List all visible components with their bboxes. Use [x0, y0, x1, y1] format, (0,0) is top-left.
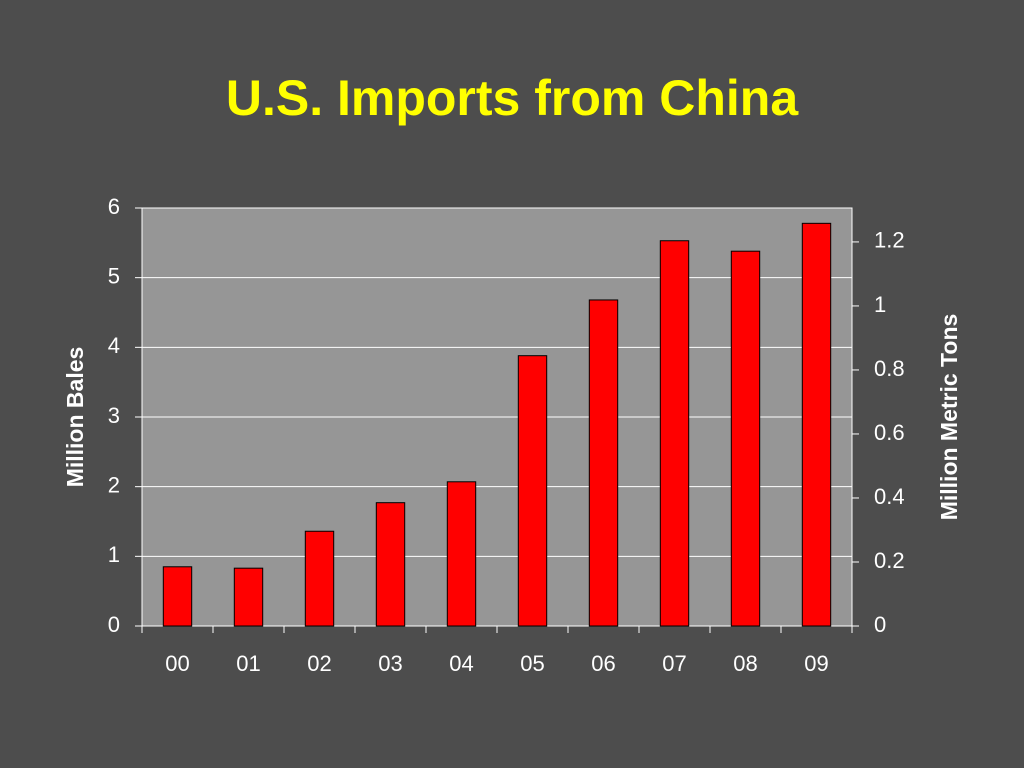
x-tick-label: 03 [378, 651, 402, 676]
bar [162, 566, 193, 627]
y-tick-label: 2 [108, 472, 120, 497]
x-tick-label: 06 [591, 651, 615, 676]
bar [233, 567, 264, 627]
bar [588, 299, 619, 627]
y-tick-label: 6 [108, 194, 120, 219]
y-tick-label: 5 [108, 263, 120, 288]
bar [801, 222, 832, 627]
bar [659, 240, 690, 627]
y2-tick-label: 0.8 [874, 356, 905, 381]
y-tick-label: 4 [108, 333, 120, 358]
x-tick-label: 05 [520, 651, 544, 676]
x-tick-label: 04 [449, 651, 473, 676]
bar [517, 355, 548, 627]
x-tick-label: 08 [733, 651, 757, 676]
y2-tick-label: 1.2 [874, 228, 905, 253]
y2-tick-label: 0.4 [874, 484, 905, 509]
y2-tick-label: 0.2 [874, 548, 905, 573]
y-tick-label: 3 [108, 403, 120, 428]
x-tick-label: 02 [307, 651, 331, 676]
chart-title: U.S. Imports from China [226, 70, 799, 126]
y2-tick-label: 1 [874, 292, 886, 317]
y-tick-label: 1 [108, 542, 120, 567]
x-tick-label: 07 [662, 651, 686, 676]
bar [375, 502, 406, 627]
x-tick-label: 09 [804, 651, 828, 676]
bar [304, 530, 335, 627]
bar [730, 250, 761, 627]
y-tick-label: 0 [108, 612, 120, 637]
bar [446, 481, 477, 627]
y2-axis-title: Million Metric Tons [936, 314, 962, 521]
x-tick-label: 00 [165, 651, 189, 676]
y2-tick-label: 0.6 [874, 420, 905, 445]
x-tick-label: 01 [236, 651, 260, 676]
y2-tick-label: 0 [874, 612, 886, 637]
y-axis-title: Million Bales [62, 347, 88, 488]
